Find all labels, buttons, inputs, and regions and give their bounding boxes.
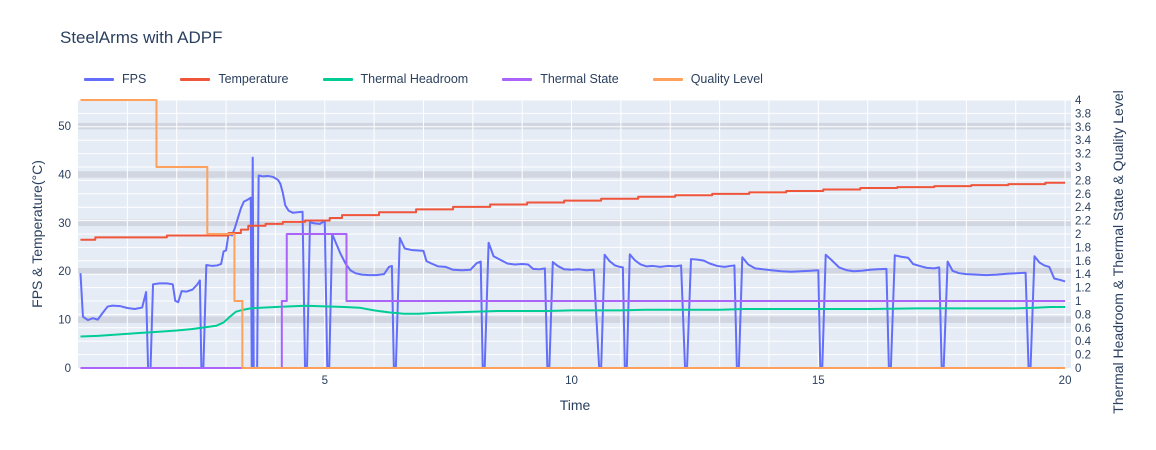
y-right-tick-label-5: 1 — [1075, 296, 1081, 308]
x-tick-label-2: 15 — [812, 375, 825, 387]
y-right-tick-label-3: 0.6 — [1075, 323, 1091, 335]
y-left-tick-label-5: 50 — [58, 121, 71, 133]
y-left-tick-label-3: 30 — [58, 218, 71, 230]
series-line-fps — [79, 156, 1066, 369]
legend-item-thermal-state[interactable]: Thermal State — [502, 72, 619, 86]
legend-swatch-quality-level — [652, 77, 683, 81]
legend-item-temperature[interactable]: Temperature — [180, 72, 289, 86]
y-right-tick-label-2: 0.4 — [1075, 336, 1092, 348]
y-right-tick-label-6: 1.2 — [1075, 283, 1091, 295]
x-tick-label-3: 20 — [1059, 375, 1072, 387]
series-line-quality-level — [80, 99, 1066, 369]
y-right-tick-label-20: 4 — [1075, 95, 1082, 107]
series-line-thermal-headroom — [80, 304, 1066, 338]
series-line-temperature — [80, 181, 1066, 241]
y-right-tick-label-14: 2.8 — [1075, 175, 1091, 187]
y-axis-right-title: Thermal Headroom & Thermal State & Quali… — [1110, 90, 1126, 414]
legend-item-fps[interactable]: FPS — [84, 72, 146, 86]
y-axis-left-title: FPS & Temperature(°C) — [29, 160, 45, 308]
y-right-tick-label-13: 2.6 — [1075, 189, 1091, 201]
y-right-tick-label-17: 3.4 — [1075, 135, 1092, 147]
legend-item-quality-level[interactable]: Quality Level — [652, 72, 763, 86]
x-tick-label-1: 10 — [565, 375, 578, 387]
y-right-tick-label-0: 0 — [1075, 363, 1081, 375]
y-left-tick-label-0: 0 — [65, 363, 71, 375]
y-right-tick-label-11: 2.2 — [1075, 216, 1091, 228]
legend-item-thermal-headroom[interactable]: Thermal Headroom — [322, 72, 469, 86]
legend-label-thermal-headroom: Thermal Headroom — [360, 72, 469, 86]
legend-swatch-temperature — [180, 77, 211, 81]
y-right-tick-label-1: 0.2 — [1075, 350, 1091, 362]
legend-swatch-thermal-headroom — [322, 77, 353, 81]
y-right-tick-label-16: 3.2 — [1075, 149, 1091, 161]
series-line-thermal-state — [80, 233, 1066, 369]
chart-title: SteelArms with ADPF — [60, 28, 223, 47]
legend-label-temperature: Temperature — [218, 72, 289, 86]
legend-label-thermal-state: Thermal State — [540, 72, 619, 86]
y-right-tick-label-12: 2.4 — [1075, 202, 1092, 214]
y-right-tick-label-4: 0.8 — [1075, 309, 1091, 321]
y-right-tick-label-8: 1.6 — [1075, 256, 1091, 268]
legend-swatch-fps — [84, 77, 114, 81]
y-right-tick-label-15: 3 — [1075, 162, 1081, 174]
legend-label-fps: FPS — [122, 72, 147, 86]
legend-label-quality-level: Quality Level — [690, 72, 763, 86]
y-right-tick-label-9: 1.8 — [1075, 242, 1091, 254]
x-axis-title: Time — [559, 397, 591, 413]
y-right-tick-label-18: 3.6 — [1075, 122, 1091, 134]
y-right-tick-label-10: 2 — [1075, 229, 1081, 241]
y-left-tick-label-1: 10 — [58, 315, 71, 327]
y-right-tick-label-7: 1.4 — [1075, 269, 1092, 281]
y-right-tick-label-19: 3.8 — [1075, 108, 1091, 120]
legend-swatch-thermal-state — [502, 77, 533, 81]
x-tick-label-0: 5 — [322, 375, 328, 387]
legend: FPS Temperature Thermal Headroom Thermal St… — [84, 72, 763, 86]
y-left-tick-label-4: 40 — [58, 169, 71, 181]
y-left-tick-label-2: 20 — [58, 266, 71, 278]
